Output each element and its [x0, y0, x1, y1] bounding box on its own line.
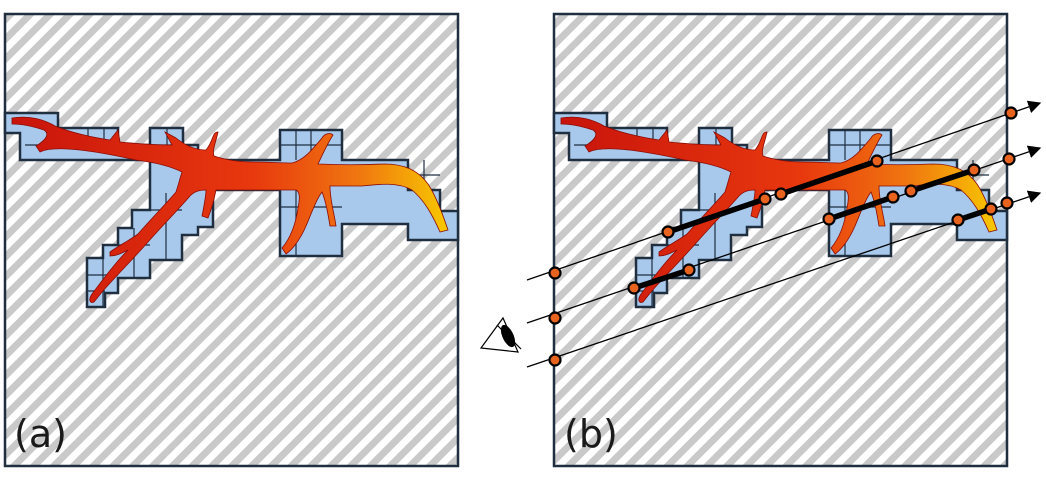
- panel-a-vessel: [11, 116, 449, 303]
- ray-1-segment-1: [665, 196, 768, 235]
- ray-3-entry-point: [548, 353, 562, 367]
- panel-a-frame: [3, 12, 460, 468]
- panel-b-vessel: [560, 116, 998, 303]
- sample-point: [904, 184, 918, 198]
- ray-2-segment-2: [826, 194, 896, 222]
- sample-point: [951, 213, 965, 227]
- ray-2-exit-point: [1002, 152, 1016, 166]
- panel-b-frame: [552, 12, 1009, 468]
- ray-3-exit-point: [1000, 196, 1014, 210]
- sample-point: [870, 154, 884, 168]
- ray-2-segment-1: [631, 267, 692, 291]
- sample-point: [886, 190, 900, 204]
- ray-2-entry-point: [548, 311, 562, 325]
- panel-a-label: (a): [14, 412, 67, 456]
- panel-b-sample-points: [548, 106, 1018, 367]
- panel-b: (b): [479, 12, 1042, 468]
- panel-b-label: (b): [564, 412, 618, 456]
- sample-point: [967, 163, 981, 177]
- sample-point: [682, 263, 696, 277]
- ray-1-exit-point: [1004, 106, 1018, 120]
- sample-point: [822, 212, 836, 226]
- panel-a: (a): [3, 12, 460, 468]
- ray-2-segment-3: [908, 167, 977, 194]
- sample-point: [774, 187, 788, 201]
- eye-icon: [479, 316, 522, 353]
- sample-point: [984, 202, 998, 216]
- sample-point: [758, 192, 772, 206]
- ray-1-entry-point: [548, 266, 562, 280]
- sample-point: [627, 281, 641, 295]
- sample-point: [661, 225, 675, 239]
- ray-1-segment-2: [778, 158, 880, 197]
